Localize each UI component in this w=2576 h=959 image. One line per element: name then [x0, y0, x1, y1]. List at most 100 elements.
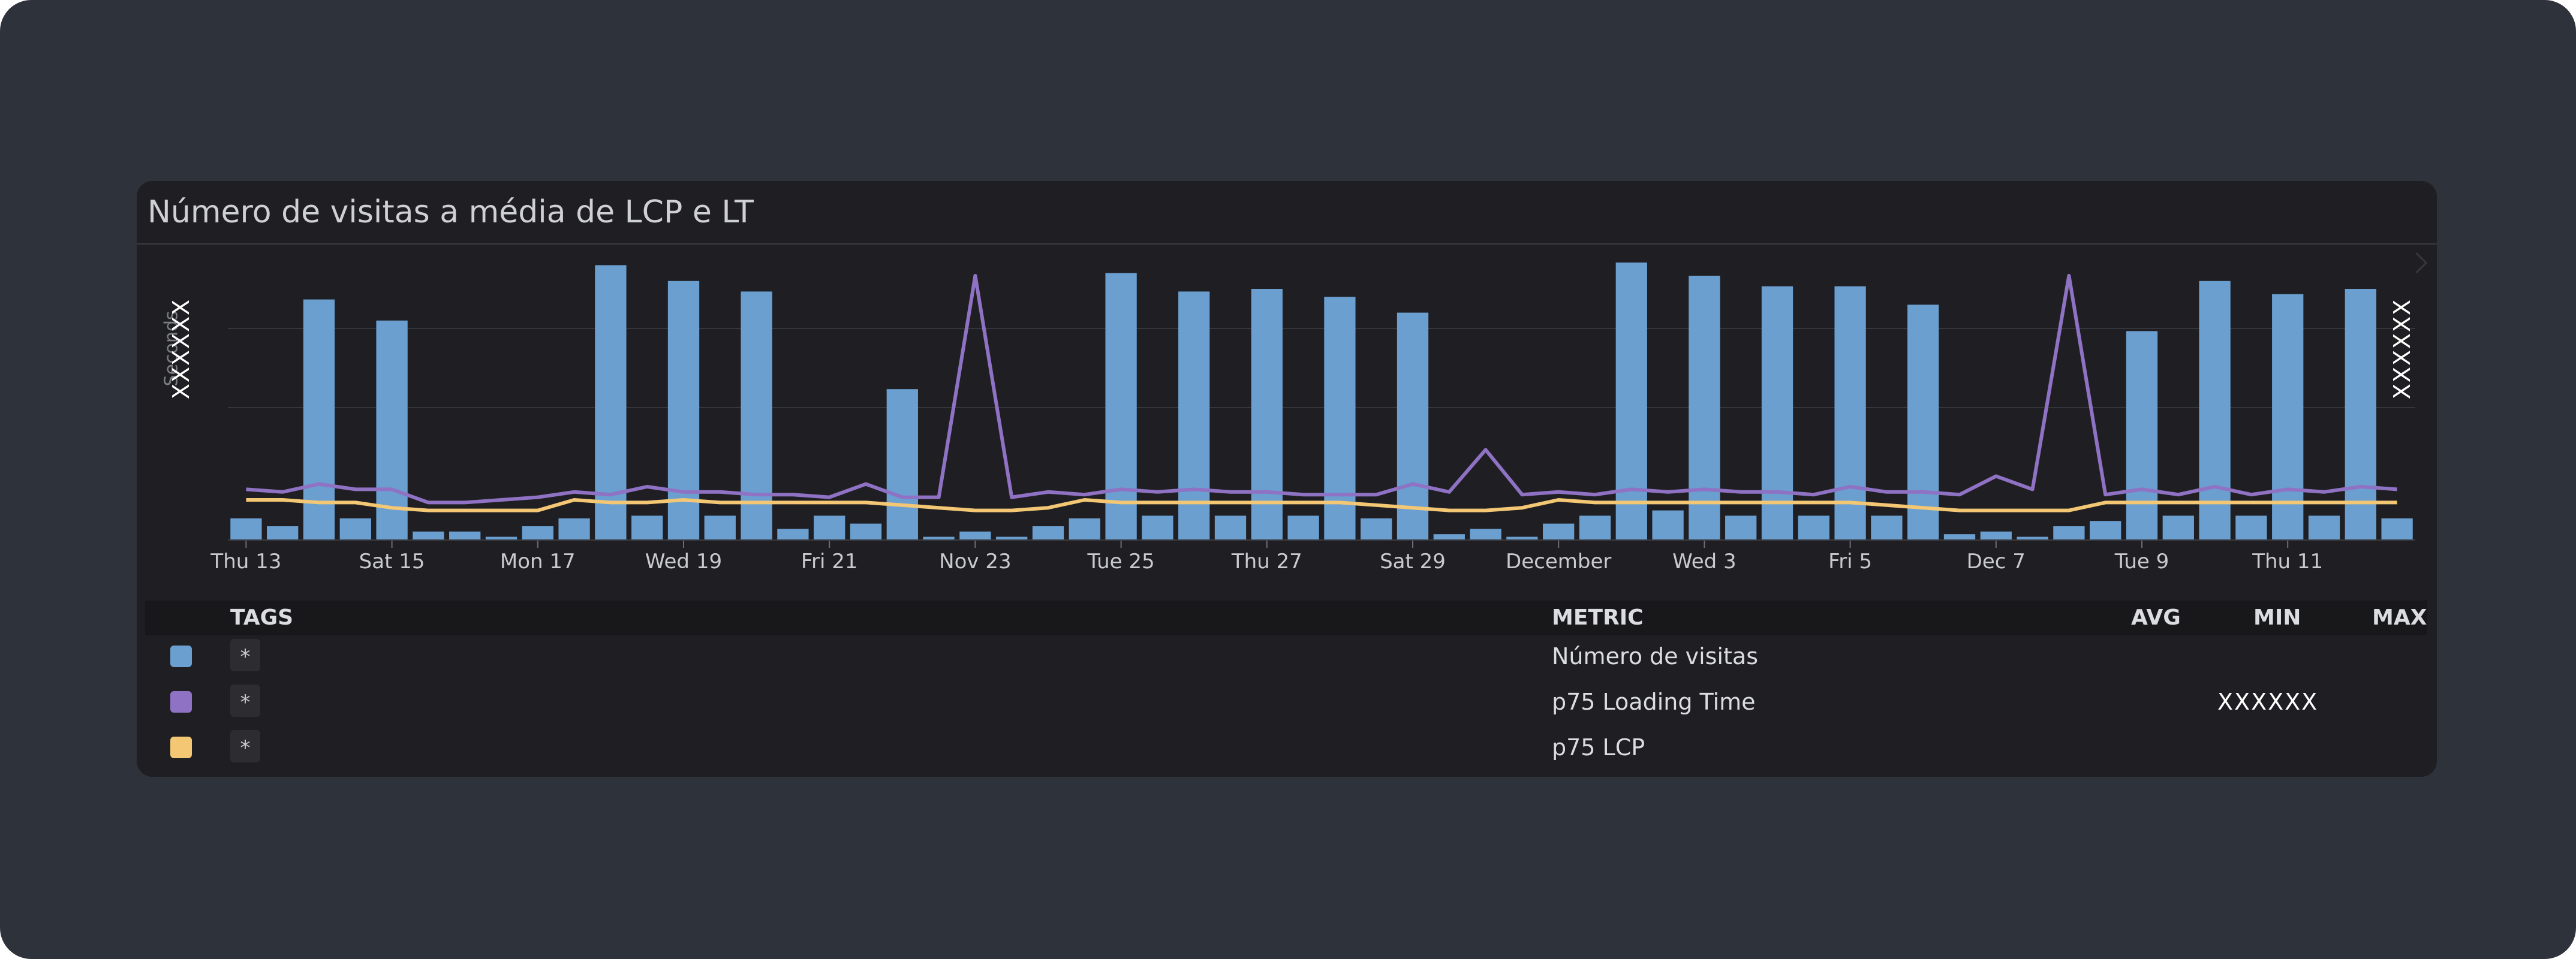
bar[interactable] — [814, 515, 845, 539]
legend-header-avg[interactable]: AVG — [2131, 605, 2181, 630]
x-tick-label: Dec 7 — [1967, 550, 2026, 574]
bar[interactable] — [1506, 536, 1538, 539]
bar[interactable] — [1251, 289, 1283, 539]
legend-row[interactable]: * p75 Loading Time XXXXXX — [137, 681, 2437, 723]
bar[interactable] — [959, 531, 991, 539]
bar[interactable] — [1579, 515, 1611, 539]
x-tick-label: Sat 15 — [359, 550, 425, 574]
bar[interactable] — [2235, 515, 2267, 539]
bar[interactable] — [1615, 263, 1647, 539]
panel-title: Número de visitas a média de LCP e LT — [148, 194, 754, 230]
bar[interactable] — [339, 518, 371, 539]
bar[interactable] — [1287, 515, 1319, 539]
x-tick-label: Thu 13 — [210, 550, 281, 574]
bar[interactable] — [631, 515, 663, 539]
bar[interactable] — [1798, 515, 1829, 539]
bar[interactable] — [741, 291, 772, 539]
bar[interactable] — [1725, 515, 1757, 539]
bar[interactable] — [923, 536, 955, 539]
bar[interactable] — [1980, 531, 2012, 539]
grid-lines — [228, 328, 2415, 541]
x-tick-label: December — [1506, 550, 1611, 574]
legend-swatch — [170, 737, 192, 758]
legend-row[interactable]: * Número de visitas — [137, 635, 2437, 677]
bar[interactable] — [1761, 286, 1793, 539]
x-tick-label: Fri 21 — [801, 550, 858, 574]
bar[interactable] — [303, 299, 335, 539]
bar[interactable] — [1834, 286, 1866, 539]
tag-pill[interactable]: * — [230, 639, 260, 671]
bar[interactable] — [376, 320, 408, 539]
legend-metric-name: Número de visitas — [1552, 643, 1758, 670]
legend-header-max[interactable]: MAX — [2372, 605, 2427, 630]
bar[interactable] — [2090, 521, 2121, 539]
bar[interactable] — [1689, 276, 1720, 539]
bar[interactable] — [1214, 515, 1247, 539]
bar[interactable] — [413, 531, 444, 539]
bar[interactable] — [267, 526, 299, 539]
bar[interactable] — [1652, 510, 1684, 539]
bar[interactable] — [1105, 273, 1137, 539]
legend-min-value: XXXXXX — [2217, 689, 2319, 715]
bar[interactable] — [777, 529, 809, 539]
bar[interactable] — [886, 389, 918, 539]
chart-panel: Número de visitas a média de LCP e LT Th… — [137, 181, 2437, 777]
bar[interactable] — [1433, 534, 1465, 539]
x-tick-label: Sat 29 — [1380, 550, 1446, 574]
bar[interactable] — [2162, 515, 2194, 539]
bar[interactable] — [230, 518, 262, 539]
bar[interactable] — [522, 526, 553, 539]
bar[interactable] — [1871, 515, 1903, 539]
lcp-line[interactable] — [246, 498, 2397, 512]
bar[interactable] — [1943, 534, 1976, 539]
legend-header-tags: TAGS — [230, 605, 294, 630]
tag-pill[interactable]: * — [230, 684, 260, 717]
legend-swatch — [170, 691, 192, 713]
bar[interactable] — [1397, 312, 1429, 539]
bar[interactable] — [1470, 529, 1501, 539]
bar[interactable] — [595, 265, 627, 539]
line-series — [246, 274, 2397, 512]
bar[interactable] — [1543, 523, 1575, 539]
x-axis: Thu 13 Sat 15 Mon 17 Wed 19 Fri 21 Nov 23 Tue … — [210, 541, 2323, 574]
bar[interactable] — [2272, 294, 2304, 539]
bar[interactable] — [1324, 297, 1356, 539]
legend-row[interactable]: * p75 LCP — [137, 726, 2437, 768]
x-tick-label: Thu 27 — [1231, 550, 1302, 574]
loading-time-line[interactable] — [246, 274, 2397, 505]
title-divider — [137, 243, 2437, 245]
bar[interactable] — [1142, 515, 1173, 539]
legend-metric-name: p75 LCP — [1552, 734, 1645, 761]
legend-header-min[interactable]: MIN — [2253, 605, 2301, 630]
bar[interactable] — [2199, 281, 2231, 539]
bar[interactable] — [2053, 526, 2085, 539]
bar[interactable] — [1361, 518, 1392, 539]
bar[interactable] — [704, 515, 736, 539]
legend-swatch — [170, 646, 192, 667]
chart-plot: Thu 13 Sat 15 Mon 17 Wed 19 Fri 21 Nov 23 Tue … — [210, 263, 2415, 574]
bar[interactable] — [996, 536, 1028, 539]
x-tick-label: Fri 5 — [1828, 550, 1872, 574]
bar[interactable] — [2381, 518, 2413, 539]
bar[interactable] — [2308, 515, 2340, 539]
y-axis-label-right: XXXXXX — [2389, 298, 2415, 400]
x-tick-label: Wed 19 — [645, 550, 722, 574]
bar[interactable] — [2017, 536, 2048, 539]
legend-header: TAGS METRIC AVG MIN MAX — [145, 601, 2427, 635]
bar[interactable] — [2126, 331, 2158, 539]
bar[interactable] — [667, 281, 700, 539]
tag-pill[interactable]: * — [230, 730, 260, 762]
x-tick-label: Tue 9 — [2114, 550, 2169, 574]
bar[interactable] — [850, 523, 882, 539]
bar[interactable] — [485, 536, 517, 539]
bar[interactable] — [1069, 518, 1100, 539]
bar-series — [230, 263, 2413, 539]
bar[interactable] — [1032, 526, 1064, 539]
bar[interactable] — [558, 518, 590, 539]
bar[interactable] — [2345, 289, 2376, 539]
bar[interactable] — [449, 531, 481, 539]
bar[interactable] — [1907, 304, 1939, 539]
bar[interactable] — [1178, 291, 1210, 539]
x-tick-label: Wed 3 — [1672, 550, 1737, 574]
